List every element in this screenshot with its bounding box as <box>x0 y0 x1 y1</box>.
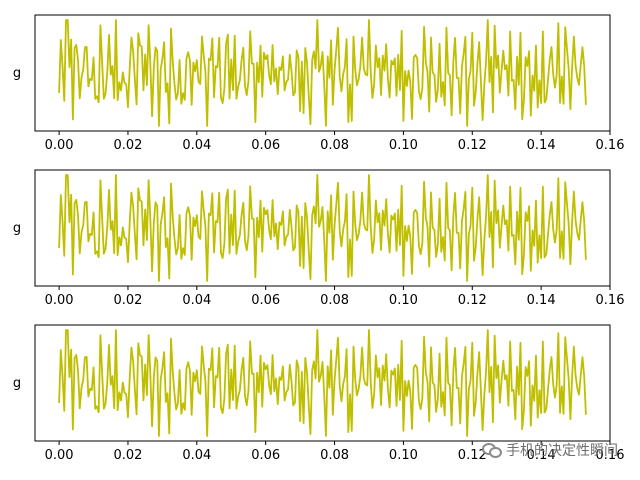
series-line <box>58 329 587 437</box>
x-tick-label: 0.14 <box>527 293 556 308</box>
axes-frame <box>34 324 611 442</box>
y-axis-label: g <box>13 221 21 236</box>
y-axis-label: g <box>13 376 21 391</box>
axes-frame <box>34 14 611 132</box>
series-line <box>58 174 587 282</box>
x-tick-label: 0.14 <box>527 138 556 153</box>
x-tick-label: 0.08 <box>320 138 349 153</box>
series-line <box>58 19 587 127</box>
x-tick-label: 0.06 <box>251 448 280 463</box>
wechat-bubble-icon <box>482 443 502 458</box>
axes-frame <box>34 169 611 287</box>
x-tick-label: 0.12 <box>458 448 487 463</box>
x-tick-label: 0.16 <box>596 293 625 308</box>
x-tick-label: 0.02 <box>113 138 142 153</box>
x-tick-label: 0.16 <box>596 448 625 463</box>
subplot-1: 0.00 0.02 0.04 0.06 0.08 0.10 0.12 0.14 0.16 g <box>13 14 625 153</box>
x-tick-label: 0.00 <box>45 293 74 308</box>
x-tick-label: 0.08 <box>320 293 349 308</box>
y-axis-label: g <box>13 66 21 81</box>
x-tick-label: 0.04 <box>182 293 211 308</box>
subplot-3: 0.00 0.02 0.04 0.06 0.08 0.10 0.12 0.14 0.16 g <box>13 324 625 463</box>
x-tick-label: 0.02 <box>113 293 142 308</box>
x-tick-label: 0.06 <box>251 293 280 308</box>
x-tick-label: 0.10 <box>389 138 418 153</box>
subplot-2: 0.00 0.02 0.04 0.06 0.08 0.10 0.12 0.14 0.16 g <box>13 169 625 308</box>
x-tick-label: 0.00 <box>45 448 74 463</box>
x-tick-label: 0.14 <box>527 448 556 463</box>
watermark-text: 手机的决定性瞬间 <box>506 443 618 459</box>
x-tick-label: 0.00 <box>45 138 74 153</box>
x-tick-label: 0.10 <box>389 293 418 308</box>
x-tick-label: 0.04 <box>182 138 211 153</box>
x-tick-label: 0.10 <box>389 448 418 463</box>
x-tick-label: 0.06 <box>251 138 280 153</box>
x-tick-label: 0.12 <box>458 138 487 153</box>
watermark: 手机的决定性瞬间 <box>482 440 618 460</box>
x-tick-label: 0.08 <box>320 448 349 463</box>
x-tick-label: 0.04 <box>182 448 211 463</box>
x-tick-label: 0.12 <box>458 293 487 308</box>
x-tick-label: 0.02 <box>113 448 142 463</box>
x-tick-label: 0.16 <box>596 138 625 153</box>
